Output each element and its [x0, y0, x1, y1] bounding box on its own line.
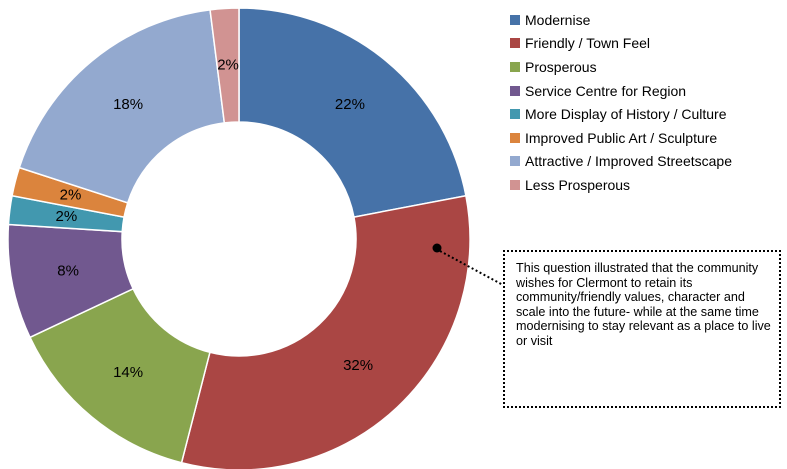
legend: Modernise Friendly / Town Feel Prosperous S…	[510, 8, 732, 197]
legend-swatch	[510, 38, 520, 49]
legend-item-improved-public-art-sculpture: Improved Public Art / Sculpture	[510, 126, 732, 150]
legend-swatch	[510, 179, 520, 190]
slice-label-less-prosperous: 2%	[217, 56, 239, 73]
slice-friendly-town-feel	[180, 194, 471, 469]
legend-swatch	[510, 14, 520, 25]
annotation-callout	[432, 243, 504, 286]
annotation-text: This question illustrated that the commu…	[516, 261, 771, 348]
legend-label: Less Prosperous	[525, 176, 631, 193]
legend-label: Improved Public Art / Sculpture	[525, 129, 718, 146]
legend-item-modernise: Modernise	[510, 8, 732, 32]
legend-label: More Display of History / Culture	[525, 106, 727, 123]
legend-item-service-centre-for-region: Service Centre for Region	[510, 79, 732, 103]
donut-slices	[7, 7, 471, 469]
legend-swatch	[510, 85, 520, 96]
slice-less-prosperous	[209, 7, 240, 124]
slice-labels: 22% 32% 14% 8% 2% 2% 18% 2%	[56, 56, 374, 381]
slice-label-more-display-of-history-culture: 2%	[56, 208, 78, 225]
slice-label-modernise: 22%	[335, 96, 365, 113]
legend-label: Prosperous	[525, 58, 597, 75]
legend-item-more-display-of-history-culture: More Display of History / Culture	[510, 102, 732, 126]
slice-attractive-improved-streetscape	[18, 8, 226, 204]
slice-label-prosperous: 14%	[113, 364, 143, 381]
callout-dot	[432, 243, 442, 253]
slice-prosperous	[28, 287, 211, 464]
slice-modernise	[238, 7, 467, 218]
legend-item-less-prosperous: Less Prosperous	[510, 173, 732, 197]
legend-swatch	[510, 156, 520, 167]
legend-label: Service Centre for Region	[525, 82, 687, 99]
slice-label-friendly-town-feel: 32%	[343, 357, 373, 374]
legend-item-prosperous: Prosperous	[510, 55, 732, 79]
slice-label-attractive-improved-streetscape: 18%	[113, 96, 143, 113]
legend-label: Friendly / Town Feel	[525, 35, 651, 52]
legend-label: Attractive / Improved Streetscape	[525, 153, 732, 170]
legend-label: Modernise	[525, 11, 591, 28]
callout-leader-line	[439, 250, 504, 286]
legend-item-attractive-improved-streetscape: Attractive / Improved Streetscape	[510, 150, 732, 174]
legend-swatch	[510, 61, 520, 72]
legend-item-friendly-town-feel: Friendly / Town Feel	[510, 32, 732, 56]
slice-label-service-centre-for-region: 8%	[57, 263, 79, 280]
legend-swatch	[510, 109, 520, 120]
annotation-box: This question illustrated that the commu…	[503, 250, 781, 408]
legend-swatch	[510, 132, 520, 143]
slice-label-improved-public-art-sculpture: 2%	[60, 187, 82, 204]
